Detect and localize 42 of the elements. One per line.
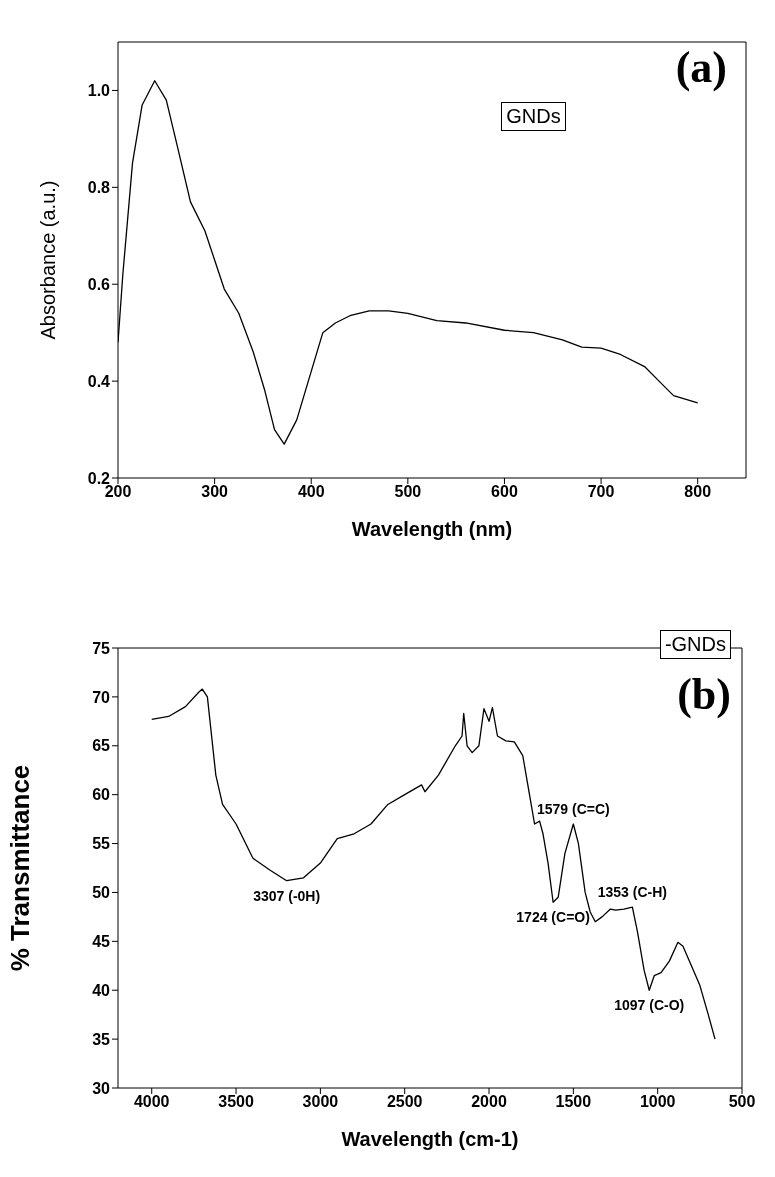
annotation: 3307 (-0H) xyxy=(253,887,321,904)
y-tick-label: 35 xyxy=(92,1030,111,1048)
y-axis-title: Absorbance (a.u.) xyxy=(37,180,60,340)
y-tick-label: 70 xyxy=(92,688,111,706)
y-tick-label: 65 xyxy=(92,737,111,755)
x-tick-label: 1000 xyxy=(639,1093,676,1111)
annotation: -GNDs xyxy=(659,630,731,659)
x-tick-label: 200 xyxy=(104,483,132,501)
y-tick-label: 50 xyxy=(92,884,111,902)
x-tick-label: 600 xyxy=(491,483,518,501)
x-tick-label: 2000 xyxy=(471,1093,507,1111)
x-axis-title: Wavelength (cm-1) xyxy=(341,1128,519,1150)
x-tick-label: 4000 xyxy=(133,1093,170,1111)
annotation: 1579 (C=C) xyxy=(536,801,610,817)
x-axis-title: Wavelength (nm) xyxy=(351,518,513,540)
y-tick-label: 45 xyxy=(92,933,111,951)
annotation: 1724 (C=O) xyxy=(516,909,590,926)
x-tick-label: 3000 xyxy=(302,1093,339,1111)
y-tick-label: 0.6 xyxy=(87,275,111,293)
x-tick-label: 500 xyxy=(394,483,422,501)
annotation: (b) xyxy=(677,669,731,720)
annotation: (a) xyxy=(675,42,727,93)
x-tick-label: 2500 xyxy=(386,1093,423,1111)
y-tick-label: 60 xyxy=(92,786,111,804)
y-tick-label: 0.8 xyxy=(87,179,111,197)
y-tick-label: 40 xyxy=(92,981,111,999)
y-tick-label: 30 xyxy=(92,1079,111,1097)
y-tick-label: 0.4 xyxy=(87,372,111,390)
annotation: 1353 (C-H) xyxy=(597,884,667,901)
y-axis-title: % Transmittance xyxy=(5,764,36,972)
x-tick-label: 300 xyxy=(201,483,229,501)
y-tick-label: 1.0 xyxy=(87,82,111,100)
x-tick-label: 400 xyxy=(297,483,325,501)
x-tick-label: 700 xyxy=(587,483,615,501)
annotation: GNDs xyxy=(501,102,566,131)
x-tick-label: 800 xyxy=(684,483,712,501)
y-tick-label: 55 xyxy=(92,835,111,853)
y-tick-label: 75 xyxy=(92,639,111,657)
x-tick-label: 500 xyxy=(728,1093,756,1111)
annotation: 1097 (C-O) xyxy=(614,997,685,1014)
x-tick-label: 3500 xyxy=(218,1093,254,1111)
x-tick-label: 1500 xyxy=(555,1093,592,1111)
